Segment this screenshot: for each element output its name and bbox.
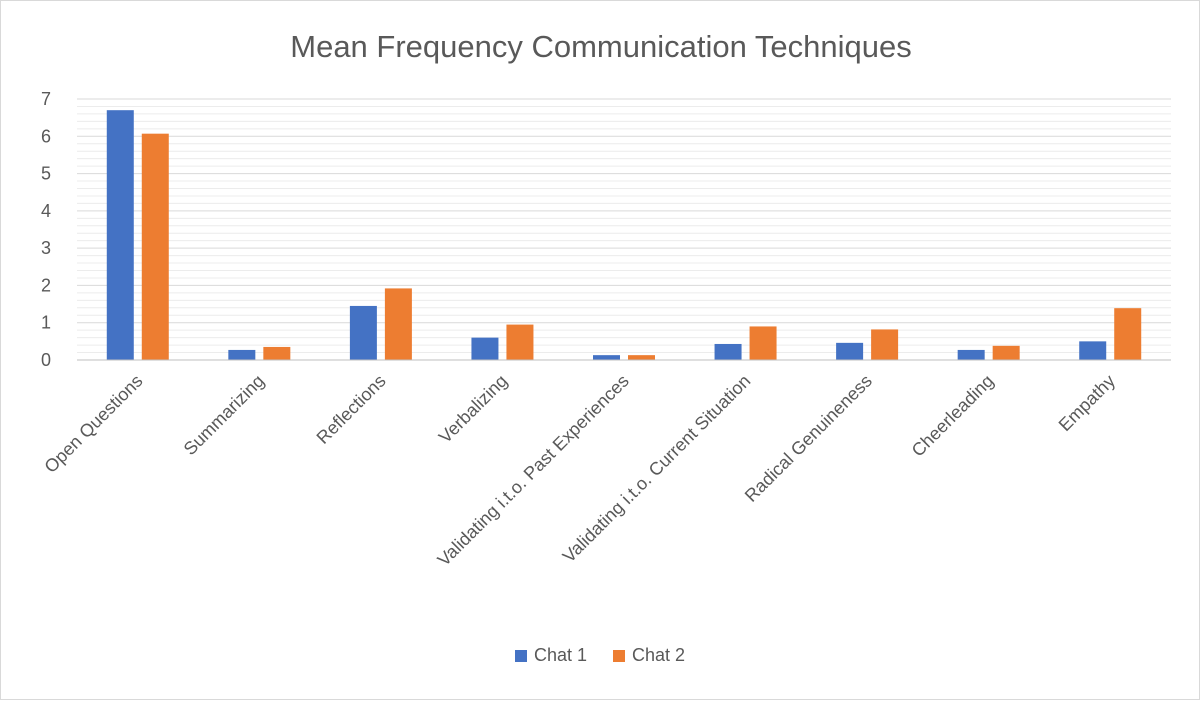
bar-chat-2-summarizing xyxy=(263,346,291,360)
y-tick-label: 4 xyxy=(41,201,51,221)
legend: Chat 1 Chat 2 xyxy=(515,645,685,665)
y-tick-label: 3 xyxy=(41,238,51,258)
bar-chat-2-validating-i-t-o-current-situation xyxy=(749,326,777,360)
x-category-label: Open Questions xyxy=(40,371,146,477)
gridlines xyxy=(77,98,1171,354)
x-category-label: Summarizing xyxy=(180,371,268,459)
bar-chat-1-validating-i-t-o-current-situation xyxy=(714,343,742,360)
bar-chat-2-cheerleading xyxy=(992,345,1020,360)
x-category-label: Validating i.t.o. Past Experiences xyxy=(434,371,633,570)
bar-chat-2-reflections xyxy=(384,288,412,360)
legend-swatch-chat-2 xyxy=(613,650,625,662)
bar-chat-2-empathy xyxy=(1114,308,1142,360)
x-category-label: Radical Genuineness xyxy=(741,371,876,506)
bars xyxy=(106,110,1142,360)
x-category-label: Reflections xyxy=(313,371,390,448)
x-category-label: Verbalizing xyxy=(435,371,511,447)
bar-chat-2-open-questions xyxy=(141,133,169,360)
axes: 0 1 2 3 4 5 6 7 Open Questions Summarizing Reflect… xyxy=(40,89,1171,570)
y-tick-label: 0 xyxy=(41,350,51,370)
x-category-label: Cheerleading xyxy=(908,371,998,461)
bar-chat-1-summarizing xyxy=(228,349,256,360)
legend-label: Chat 1 xyxy=(534,645,587,665)
y-tick-label: 7 xyxy=(41,89,51,109)
bar-chat-2-verbalizing xyxy=(506,324,534,360)
chart-title: Mean Frequency Communication Techniques xyxy=(290,29,911,64)
legend-swatch-chat-1 xyxy=(515,650,527,662)
bar-chat-1-cheerleading xyxy=(957,349,985,360)
x-category-label: Empathy xyxy=(1055,371,1119,435)
y-tick-label: 5 xyxy=(41,164,51,184)
bar-chat-1-radical-genuineness xyxy=(836,342,864,360)
y-tick-label: 2 xyxy=(41,275,51,295)
bar-chat-1-reflections xyxy=(349,305,377,360)
bar-chat-2-radical-genuineness xyxy=(871,329,899,360)
legend-label: Chat 2 xyxy=(632,645,685,665)
y-tick-label: 1 xyxy=(41,313,51,333)
bar-chat-1-empathy xyxy=(1079,341,1107,360)
bar-chat-1-open-questions xyxy=(106,110,134,360)
bar-chat-2-validating-i-t-o-past-experiences xyxy=(628,355,655,360)
y-tick-label: 6 xyxy=(41,126,51,146)
bar-chat-1-verbalizing xyxy=(471,337,499,360)
bar-chat-1-validating-i-t-o-past-experiences xyxy=(593,355,620,360)
